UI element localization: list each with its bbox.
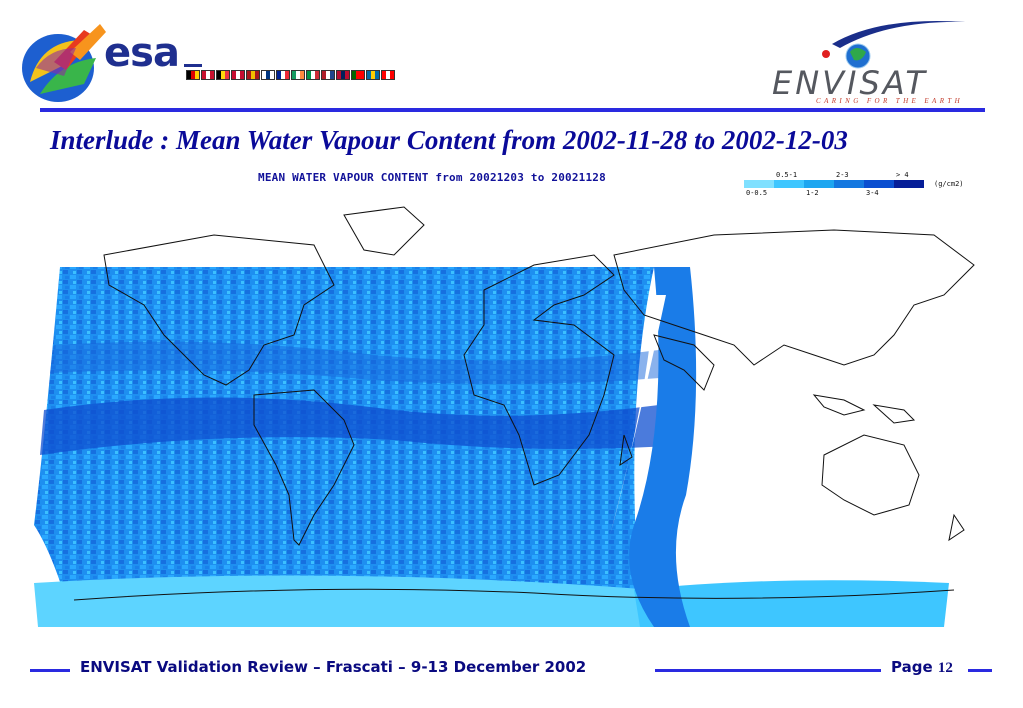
legend-label: 0-0.5	[746, 189, 768, 197]
footer-rule-left	[30, 669, 70, 672]
esa-logo	[22, 24, 106, 102]
coastlines	[73, 206, 975, 601]
legend-label: > 4	[896, 171, 909, 179]
legend-swatch	[774, 180, 804, 188]
flag-1	[201, 70, 215, 80]
flag-10	[336, 70, 350, 80]
legend-label: 2-3	[836, 171, 849, 179]
esa-wordmark: esa	[104, 30, 180, 76]
envisat-wordmark: ENVISAT	[772, 64, 928, 102]
flag-0	[186, 70, 200, 80]
header-divider	[40, 108, 985, 112]
member-state-flags	[186, 70, 395, 80]
map-title: MEAN WATER VAPOUR CONTENT from 20021203 …	[258, 171, 606, 184]
legend-swatch	[804, 180, 834, 188]
vapour-data-swath	[34, 267, 949, 627]
flag-11	[351, 70, 365, 80]
legend-label: 0.5-1	[776, 171, 798, 179]
legend-swatch	[834, 180, 864, 188]
legend-swatch	[744, 180, 774, 188]
legend-swatch	[864, 180, 894, 188]
flag-6	[276, 70, 290, 80]
esa-underline	[184, 64, 202, 67]
page-indicator: Page 12	[891, 658, 953, 677]
flag-3	[231, 70, 245, 80]
footer-text: ENVISAT Validation Review – Frascati – 9…	[80, 658, 587, 676]
slide-title: Interlude : Mean Water Vapour Content fr…	[50, 125, 848, 155]
page-label: Page	[891, 658, 933, 676]
flag-2	[216, 70, 230, 80]
flag-5	[261, 70, 275, 80]
flag-13	[381, 70, 395, 80]
footer-rule-right	[968, 669, 992, 672]
legend-unit: (g/cm2)	[934, 180, 964, 188]
flag-12	[366, 70, 380, 80]
page-number: 12	[937, 660, 953, 676]
water-vapour-map	[14, 195, 984, 640]
flag-7	[291, 70, 305, 80]
flag-9	[321, 70, 335, 80]
envisat-tagline: CARING FOR THE EARTH	[816, 97, 964, 105]
flag-8	[306, 70, 320, 80]
legend-swatch	[894, 180, 924, 188]
map-legend: 0-0.5 0.5-1 1-2 2-3 3-4 > 4 (g/cm2)	[744, 171, 994, 200]
envisat-logo	[822, 20, 966, 69]
legend-label: 1-2	[806, 189, 819, 197]
flag-4	[246, 70, 260, 80]
legend-label: 3-4	[866, 189, 879, 197]
footer-rule-middle	[655, 669, 881, 672]
